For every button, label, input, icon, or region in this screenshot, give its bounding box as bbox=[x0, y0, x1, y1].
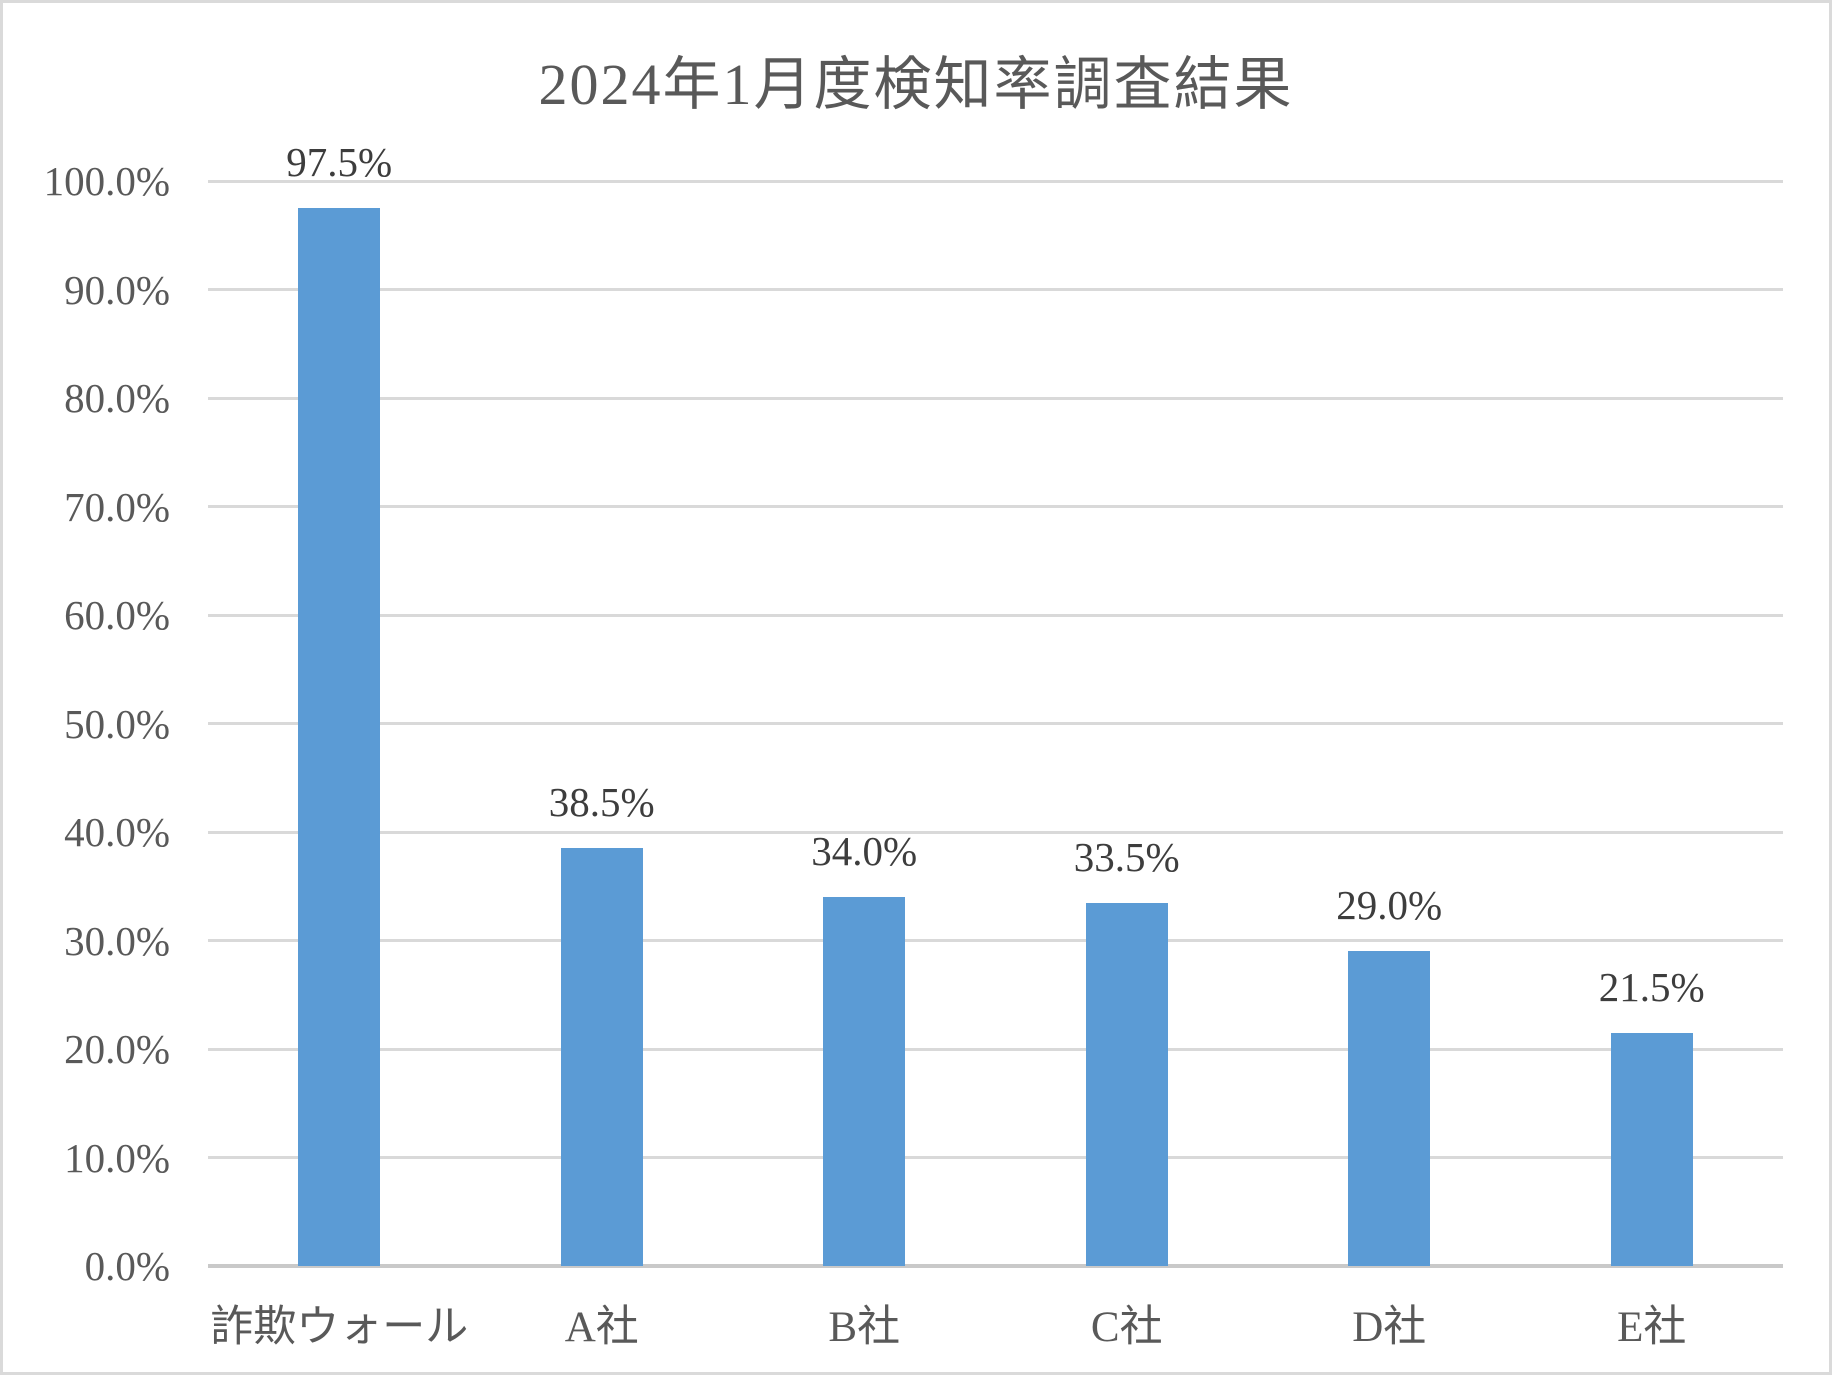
y-tick-label-20: 20.0% bbox=[64, 1026, 170, 1072]
data-label-0: 97.5% bbox=[286, 139, 393, 186]
bar-1 bbox=[560, 848, 643, 1266]
category-label-4: D社 bbox=[1352, 1304, 1427, 1351]
x-axis-line bbox=[208, 1264, 1783, 1268]
y-tick-label-100: 100.0% bbox=[43, 158, 170, 204]
category-label-1: A社 bbox=[564, 1304, 639, 1351]
y-tick-label-80: 80.0% bbox=[64, 375, 170, 421]
category-label-5: E社 bbox=[1617, 1304, 1687, 1351]
bar-0 bbox=[298, 208, 381, 1266]
gridline-40 bbox=[208, 830, 1783, 834]
y-tick-label-0: 0.0% bbox=[84, 1243, 170, 1289]
chart-title: 2024年1月度検知率調査結果 bbox=[538, 52, 1294, 117]
y-tick-label-10: 10.0% bbox=[64, 1134, 170, 1181]
y-tick-label-70: 70.0% bbox=[64, 483, 170, 530]
gridline-20 bbox=[208, 1047, 1783, 1051]
y-tick-label-60: 60.0% bbox=[64, 592, 170, 638]
gridline-10 bbox=[208, 1156, 1783, 1159]
data-label-2: 34.0% bbox=[811, 828, 918, 875]
y-tick-label-30: 30.0% bbox=[64, 917, 170, 964]
bar-5 bbox=[1610, 1032, 1693, 1266]
bar-2 bbox=[823, 897, 906, 1266]
plot-area: 97.5% 38.5% 34.0% 33.5% 29.0% 21.5% bbox=[208, 140, 1783, 1268]
category-label-2: B社 bbox=[828, 1304, 901, 1351]
gridline-60 bbox=[208, 613, 1783, 617]
gridline-80 bbox=[208, 396, 1783, 400]
bar-3 bbox=[1085, 902, 1168, 1266]
gridline-30 bbox=[208, 939, 1783, 942]
y-tick-label-90: 90.0% bbox=[64, 266, 170, 313]
bar-4 bbox=[1348, 951, 1431, 1266]
gridline-90 bbox=[208, 288, 1783, 291]
y-tick-label-40: 40.0% bbox=[64, 809, 170, 855]
data-label-1: 38.5% bbox=[548, 779, 655, 826]
data-label-5: 21.5% bbox=[1598, 963, 1705, 1010]
data-label-3: 33.5% bbox=[1073, 833, 1180, 880]
data-label-4: 29.0% bbox=[1336, 882, 1443, 929]
y-tick-label-50: 50.0% bbox=[64, 700, 170, 747]
category-label-3: C社 bbox=[1090, 1304, 1163, 1351]
gridline-70 bbox=[208, 505, 1783, 508]
gridline-100 bbox=[208, 179, 1783, 183]
category-label-0: 詐欺ウォール bbox=[210, 1304, 469, 1351]
gridline-50 bbox=[208, 722, 1783, 725]
